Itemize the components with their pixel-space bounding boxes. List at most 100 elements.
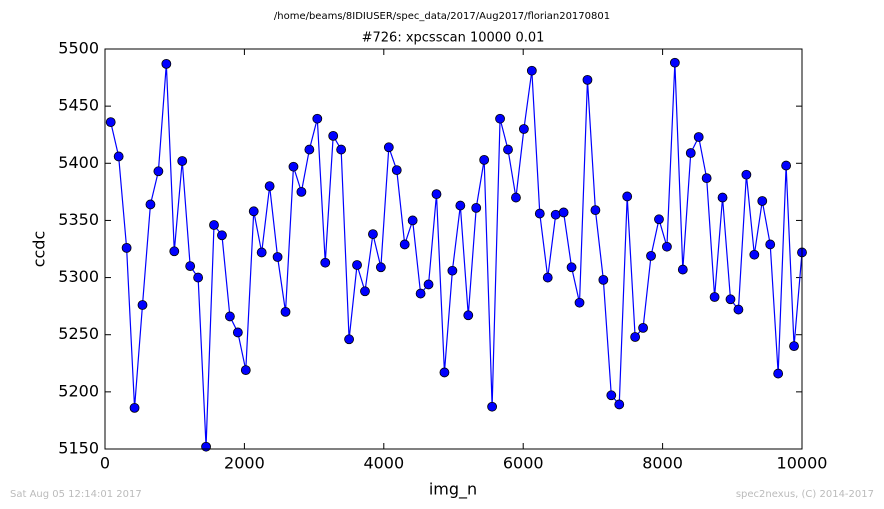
y-tick-label: 5500	[58, 39, 99, 58]
plot-frame	[104, 48, 803, 450]
x-tick-label: 10000	[777, 454, 828, 473]
x-tick-label: 2000	[224, 454, 265, 473]
data-point	[749, 249, 760, 260]
data-point	[669, 57, 680, 68]
data-point	[169, 246, 180, 257]
data-point	[383, 142, 394, 153]
data-point	[463, 310, 474, 321]
data-point	[407, 215, 418, 226]
data-point	[781, 160, 792, 171]
data-point	[693, 132, 704, 142]
data-line	[110, 62, 803, 447]
x-tick-label: 0	[100, 454, 110, 473]
data-point	[288, 161, 299, 172]
data-point	[399, 239, 410, 250]
y-tick-label: 5250	[58, 324, 99, 343]
y-tick-label: 5150	[58, 439, 99, 458]
data-point	[566, 262, 577, 273]
data-point	[439, 367, 450, 378]
x-tick-label: 4000	[363, 454, 404, 473]
data-point	[431, 189, 442, 200]
data-point	[590, 205, 601, 216]
data-point	[360, 286, 370, 297]
data-point	[654, 214, 664, 225]
y-tick-label: 5300	[58, 267, 99, 286]
data-point	[145, 199, 156, 210]
data-point	[455, 200, 466, 211]
data-point	[415, 288, 426, 299]
data-point	[757, 196, 768, 206]
data-point	[471, 202, 482, 213]
data-point	[765, 239, 776, 250]
data-point	[232, 327, 243, 338]
data-point	[725, 294, 736, 305]
data-point	[391, 165, 402, 176]
x-tick-label: 8000	[642, 454, 683, 473]
data-point	[121, 242, 132, 253]
x-axis-label: img_n	[429, 480, 477, 500]
data-point	[225, 311, 235, 322]
data-point	[217, 230, 227, 241]
data-point	[582, 74, 593, 85]
data-point	[248, 206, 259, 217]
data-point	[511, 192, 521, 203]
data-point	[789, 341, 799, 352]
data-point	[558, 207, 569, 218]
data-point	[701, 173, 712, 184]
data-point	[264, 181, 275, 192]
footer-left: Sat Aug 05 12:14:01 2017	[10, 489, 142, 500]
data-point	[622, 191, 633, 202]
data-point	[185, 261, 196, 272]
data-point	[773, 368, 784, 379]
data-point	[193, 272, 204, 283]
y-axis-label: ccdc	[30, 231, 49, 268]
data-point	[161, 58, 172, 69]
data-point	[344, 334, 354, 345]
data-point	[336, 144, 347, 155]
suptitle: /home/beams/8IDIUSER/spec_data/2017/Aug2…	[274, 11, 610, 22]
data-point	[328, 130, 339, 141]
data-point	[479, 154, 490, 165]
data-point	[733, 304, 744, 315]
data-point	[368, 229, 378, 240]
data-point	[717, 192, 728, 203]
data-point	[153, 166, 164, 177]
data-point	[518, 124, 529, 134]
data-point	[201, 441, 211, 452]
data-point	[574, 297, 585, 308]
x-tick-label: 6000	[503, 454, 544, 473]
data-point	[646, 250, 656, 261]
y-tick-label: 5450	[58, 96, 99, 115]
data-point	[606, 390, 617, 401]
data-point	[296, 186, 307, 197]
data-point	[487, 401, 498, 412]
data-point	[423, 279, 434, 290]
data-point	[137, 300, 148, 310]
data-point	[503, 144, 513, 155]
data-point	[534, 208, 545, 219]
data-point	[526, 65, 537, 76]
data-point	[304, 144, 315, 155]
data-point	[542, 272, 553, 283]
y-tick-label: 5350	[58, 210, 99, 229]
data-point	[105, 117, 116, 128]
data-point	[638, 322, 648, 333]
data-point	[177, 156, 188, 166]
data-point	[685, 148, 696, 158]
data-point	[598, 274, 609, 285]
footer-right: spec2nexus, (C) 2014-2017	[736, 489, 874, 500]
data-point	[312, 113, 323, 124]
data-point	[320, 257, 331, 268]
y-tick-label: 5400	[58, 153, 99, 172]
data-point	[662, 241, 672, 252]
data-point	[256, 247, 267, 258]
data-point	[129, 402, 140, 413]
data-point	[677, 264, 688, 275]
y-tick-label: 5200	[58, 381, 99, 400]
data-point	[272, 252, 283, 262]
data-point	[240, 365, 251, 376]
data-point	[280, 306, 291, 317]
data-point	[113, 151, 124, 162]
